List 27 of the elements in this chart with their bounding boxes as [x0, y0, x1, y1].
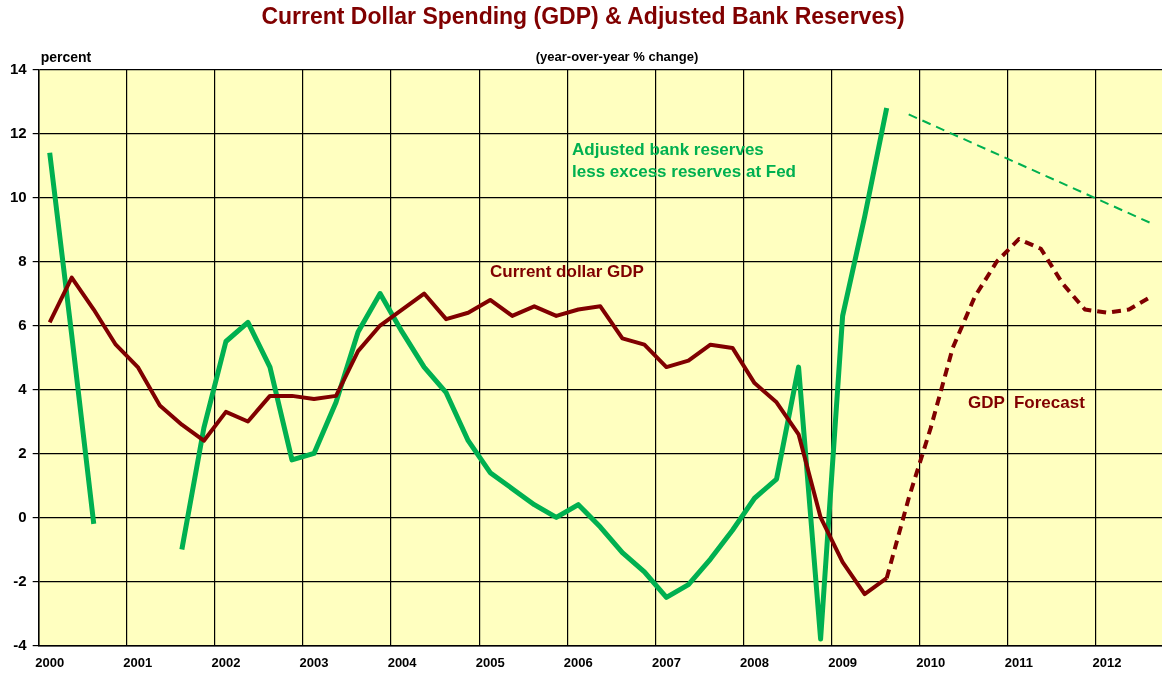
series-label: GDP Forecast [968, 392, 1086, 412]
x-tick-label: 2012 [1092, 654, 1122, 670]
y-axis-title: percent [40, 49, 92, 66]
x-tick-label: 2005 [475, 654, 505, 670]
y-tick-label: 2 [18, 443, 27, 461]
chart-title: Current Dollar Spending (GDP) & Adjusted Bank Reserves) [261, 3, 905, 30]
x-tick-label: 2004 [387, 654, 418, 670]
y-tick-label: 10 [10, 187, 27, 205]
x-tick-label: 2006 [563, 654, 593, 670]
x-tick-label: 2007 [651, 654, 681, 670]
x-tick-label: 2002 [211, 654, 241, 670]
y-tick-label: 12 [10, 123, 27, 141]
x-tick-label: 2003 [299, 654, 329, 670]
y-tick-label: 0 [18, 507, 27, 525]
x-tick-label: 2008 [740, 654, 769, 670]
chart-subtitle: (year-over-year % change) [535, 48, 699, 64]
x-tick-label: 2001 [123, 654, 153, 670]
x-tick-label: 2000 [35, 654, 65, 670]
y-tick-label: 8 [18, 251, 27, 269]
x-tick-label: 2009 [828, 654, 858, 670]
y-tick-label: 6 [18, 315, 27, 333]
y-tick-label: -2 [13, 571, 27, 589]
y-tick-label: 4 [18, 379, 28, 397]
x-tick-label: 2010 [916, 654, 946, 670]
y-tick-label: -4 [13, 635, 28, 653]
x-tick-label: 2011 [1004, 654, 1033, 670]
y-tick-label: 14 [10, 59, 28, 77]
